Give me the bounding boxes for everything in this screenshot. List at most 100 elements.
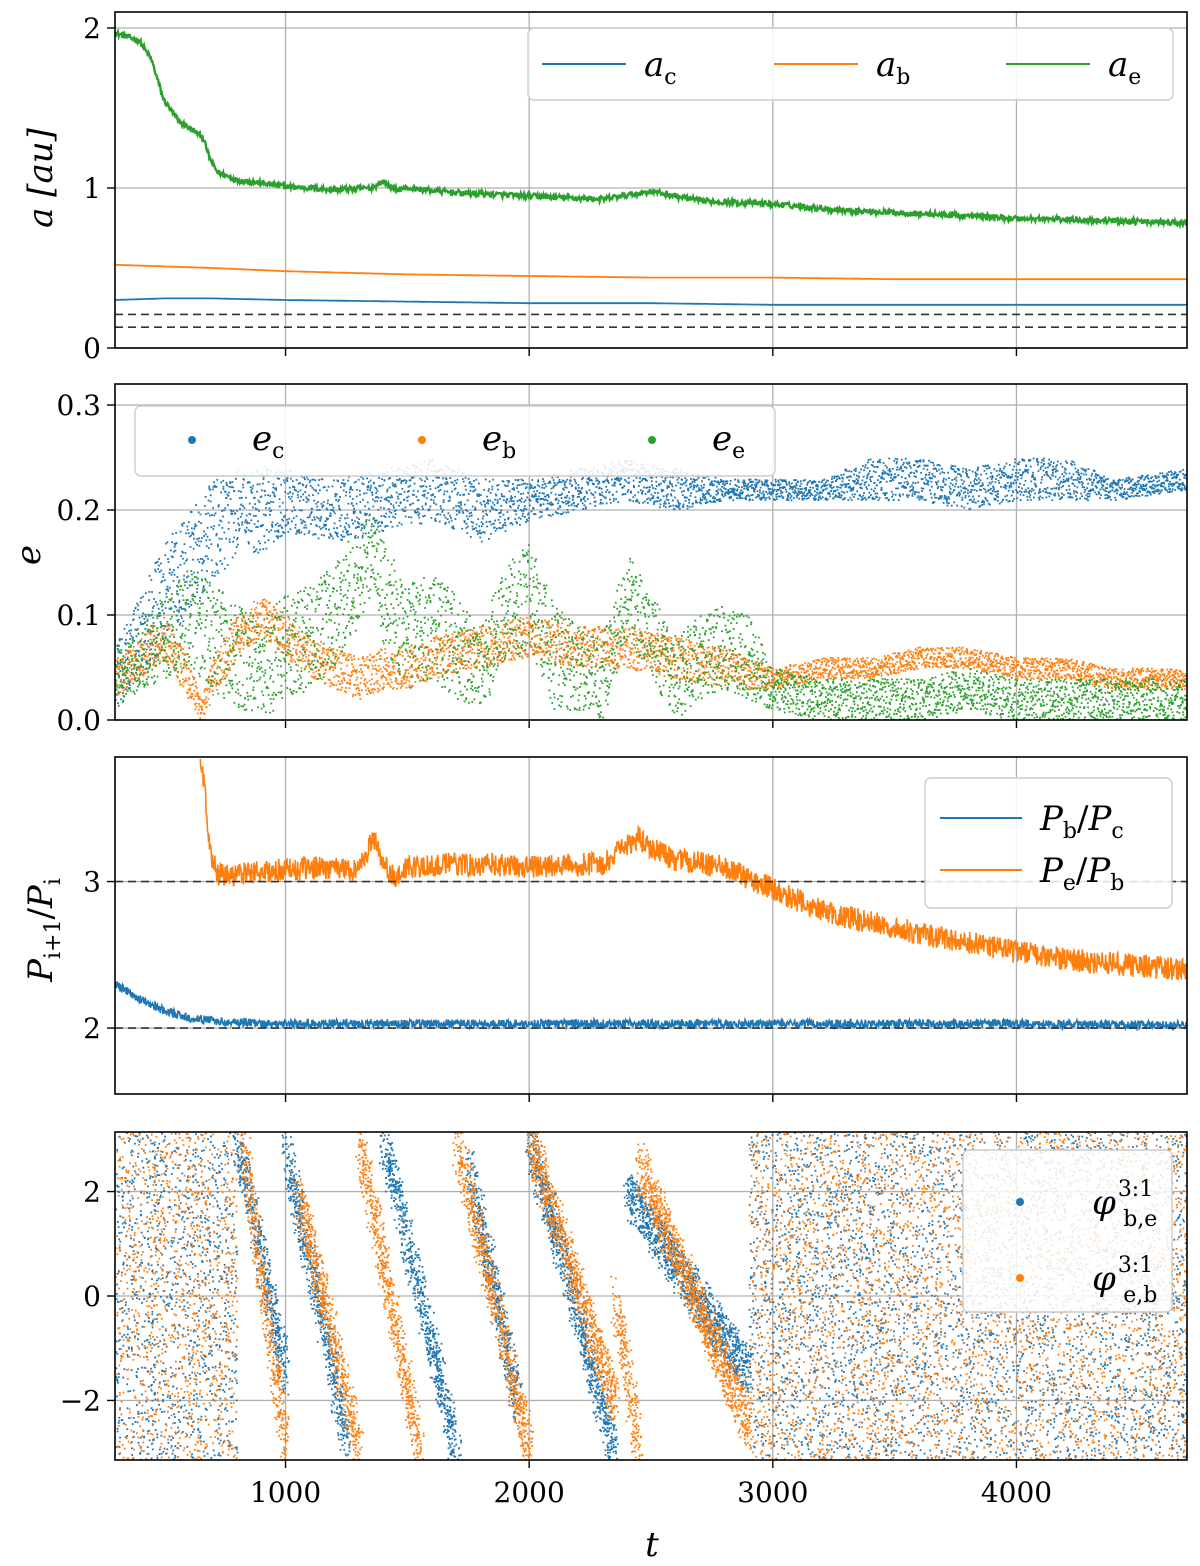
data-point bbox=[178, 658, 180, 660]
data-point bbox=[1170, 470, 1172, 473]
data-point bbox=[190, 684, 193, 687]
data-point bbox=[644, 493, 647, 495]
data-point bbox=[348, 526, 351, 528]
data-point bbox=[224, 567, 226, 570]
data-point bbox=[883, 492, 886, 495]
data-point bbox=[230, 486, 233, 488]
data-point bbox=[797, 490, 800, 493]
data-point bbox=[566, 478, 569, 481]
data-point bbox=[1095, 477, 1098, 480]
data-point bbox=[1065, 489, 1068, 491]
data-point bbox=[702, 496, 704, 499]
data-point bbox=[948, 502, 950, 505]
data-point bbox=[335, 684, 338, 687]
data-point bbox=[300, 495, 302, 498]
data-point bbox=[188, 684, 191, 686]
data-point bbox=[158, 647, 161, 649]
data-point bbox=[1076, 476, 1079, 479]
data-point bbox=[1056, 460, 1059, 463]
data-point bbox=[781, 491, 784, 494]
data-point bbox=[1106, 487, 1108, 489]
data-point bbox=[191, 531, 194, 534]
data-point bbox=[790, 495, 793, 497]
data-point bbox=[537, 498, 540, 501]
data-point bbox=[779, 486, 781, 489]
data-point bbox=[325, 507, 328, 510]
data-point bbox=[682, 503, 685, 506]
data-point bbox=[902, 484, 904, 487]
data-point bbox=[890, 490, 893, 493]
data-point bbox=[128, 682, 130, 685]
data-point bbox=[205, 555, 208, 558]
data-point bbox=[475, 527, 477, 529]
data-point bbox=[140, 623, 142, 626]
data-point bbox=[801, 488, 803, 490]
data-point bbox=[867, 461, 869, 464]
data-point bbox=[342, 489, 345, 492]
data-point bbox=[900, 458, 903, 461]
data-point bbox=[447, 500, 450, 502]
data-point bbox=[925, 479, 928, 481]
data-point bbox=[203, 703, 206, 706]
data-point bbox=[915, 470, 918, 473]
data-point bbox=[1169, 488, 1172, 490]
data-point bbox=[831, 487, 833, 489]
data-point bbox=[702, 492, 704, 495]
data-point bbox=[328, 536, 330, 539]
data-point bbox=[883, 493, 886, 496]
data-point bbox=[1029, 498, 1032, 501]
data-point bbox=[705, 492, 707, 495]
data-point bbox=[116, 667, 119, 670]
data-point bbox=[588, 477, 590, 480]
data-point bbox=[239, 497, 241, 499]
data-point bbox=[1061, 496, 1063, 498]
data-point bbox=[627, 477, 630, 479]
data-point bbox=[1072, 461, 1075, 464]
data-point bbox=[516, 522, 518, 525]
data-point bbox=[927, 480, 930, 482]
data-point bbox=[789, 493, 792, 496]
data-point bbox=[832, 486, 835, 489]
data-point bbox=[452, 525, 455, 528]
data-point bbox=[1157, 476, 1160, 479]
data-point bbox=[845, 468, 847, 471]
data-point bbox=[276, 639, 278, 642]
data-point bbox=[895, 487, 897, 490]
data-point bbox=[138, 667, 141, 670]
data-point bbox=[1025, 490, 1028, 493]
data-point bbox=[354, 520, 356, 523]
data-point bbox=[463, 493, 466, 496]
data-point bbox=[1161, 475, 1164, 477]
data-point bbox=[342, 479, 345, 481]
data-point bbox=[507, 481, 510, 484]
data-point bbox=[741, 492, 744, 495]
data-point bbox=[804, 494, 807, 497]
data-point bbox=[299, 659, 302, 662]
data-point bbox=[281, 501, 284, 504]
data-point bbox=[357, 478, 360, 481]
data-point bbox=[942, 486, 944, 488]
data-point bbox=[1011, 473, 1014, 476]
data-point bbox=[150, 579, 153, 581]
data-point bbox=[814, 481, 817, 483]
data-point bbox=[177, 643, 179, 646]
data-point bbox=[684, 477, 687, 480]
data-point bbox=[855, 467, 857, 470]
data-point bbox=[778, 488, 781, 491]
data-point bbox=[167, 645, 170, 648]
data-point bbox=[215, 533, 218, 535]
data-point bbox=[828, 483, 831, 486]
data-point bbox=[580, 498, 583, 501]
data-point bbox=[812, 486, 814, 489]
data-point bbox=[734, 478, 736, 481]
data-point bbox=[409, 503, 412, 506]
data-point bbox=[283, 646, 286, 649]
data-point bbox=[215, 534, 218, 537]
data-point bbox=[728, 496, 731, 499]
data-point bbox=[132, 673, 135, 676]
data-point bbox=[272, 501, 275, 503]
data-point bbox=[762, 490, 765, 493]
data-point bbox=[140, 638, 143, 641]
data-point bbox=[1107, 495, 1110, 497]
data-point bbox=[245, 623, 248, 626]
